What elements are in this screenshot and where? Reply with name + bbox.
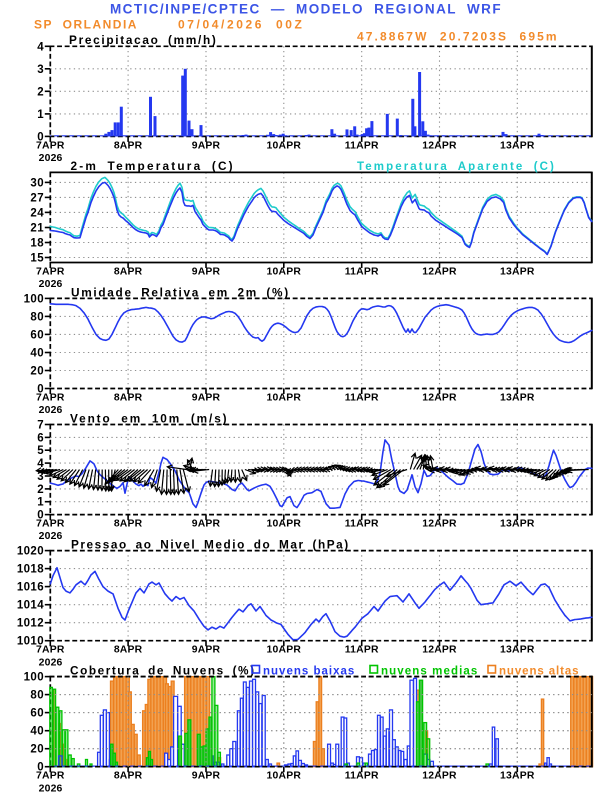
svg-text:9APR: 9APR [192,519,221,530]
svg-text:2-m Temperatura (C): 2-m Temperatura (C) [71,159,235,173]
svg-text:1018: 1018 [17,564,44,576]
svg-text:11APR: 11APR [345,771,379,782]
svg-text:80: 80 [30,690,44,702]
svg-text:12APR: 12APR [422,140,457,151]
svg-text:47.8867W 20.7203S 695m: 47.8867W 20.7203S 695m [357,30,559,44]
svg-text:2026: 2026 [39,657,63,668]
svg-text:13APR: 13APR [500,267,535,278]
svg-text:7APR: 7APR [36,267,65,278]
svg-text:7APR: 7APR [36,645,65,656]
svg-text:20: 20 [30,744,44,756]
svg-text:100: 100 [24,293,44,305]
svg-text:8APR: 8APR [114,519,143,530]
svg-text:12APR: 12APR [422,393,457,404]
svg-text:13APR: 13APR [500,519,535,530]
svg-text:0: 0 [37,762,44,774]
svg-text:Precipitacao (mm/h): Precipitacao (mm/h) [69,33,218,47]
svg-text:9APR: 9APR [192,267,221,278]
svg-text:8APR: 8APR [114,140,143,151]
svg-text:10APR: 10APR [267,771,302,782]
svg-text:9APR: 9APR [192,140,221,151]
svg-text:100: 100 [24,672,44,684]
svg-text:0: 0 [37,131,44,143]
svg-text:8APR: 8APR [114,645,143,656]
svg-text:2: 2 [37,484,44,496]
svg-text:13APR: 13APR [500,140,535,151]
svg-text:12APR: 12APR [422,645,457,656]
svg-text:1016: 1016 [17,582,44,594]
svg-text:0: 0 [37,384,44,396]
svg-text:5: 5 [37,445,44,457]
svg-text:7: 7 [37,420,44,432]
svg-text:07/04/2026 00Z: 07/04/2026 00Z [178,18,304,32]
svg-text:1: 1 [37,109,44,121]
svg-text:4: 4 [37,458,44,470]
svg-text:24: 24 [30,207,44,219]
svg-text:21: 21 [30,223,44,235]
svg-text:27: 27 [30,192,44,204]
svg-text:2026: 2026 [39,279,63,290]
svg-text:6: 6 [37,432,44,444]
svg-text:9APR: 9APR [192,771,221,782]
svg-text:Temperatura Aparente (C): Temperatura Aparente (C) [357,161,556,173]
svg-text:7APR: 7APR [36,519,65,530]
svg-text:18: 18 [30,238,44,250]
svg-text:10APR: 10APR [267,519,302,530]
svg-text:1012: 1012 [17,618,44,630]
svg-text:8APR: 8APR [114,771,143,782]
svg-text:12APR: 12APR [422,519,457,530]
svg-text:12APR: 12APR [422,771,457,782]
svg-text:15: 15 [30,253,44,265]
svg-text:11APR: 11APR [345,645,379,656]
svg-text:10APR: 10APR [267,645,302,656]
svg-text:3: 3 [37,64,44,76]
svg-text:11APR: 11APR [345,267,379,278]
svg-text:MCTIC/INPE/CPTEC — MODELO REGI: MCTIC/INPE/CPTEC — MODELO REGIONAL WRF [110,2,502,17]
svg-text:nuvens medias: nuvens medias [381,665,478,677]
svg-text:10APR: 10APR [267,393,302,404]
svg-text:nuvens altas: nuvens altas [499,665,579,677]
svg-text:7APR: 7APR [36,140,65,151]
svg-text:1: 1 [37,497,44,509]
svg-text:10APR: 10APR [267,267,302,278]
svg-text:13APR: 13APR [500,645,535,656]
svg-text:1020: 1020 [17,546,44,558]
svg-text:20: 20 [30,366,44,378]
svg-text:11APR: 11APR [345,140,379,151]
svg-text:60: 60 [30,708,44,720]
svg-text:1014: 1014 [17,600,44,612]
svg-text:2026: 2026 [39,153,63,164]
svg-text:30: 30 [30,177,44,189]
svg-text:2026: 2026 [39,531,63,542]
svg-text:13APR: 13APR [500,393,535,404]
svg-text:8APR: 8APR [114,267,143,278]
svg-text:11APR: 11APR [345,519,379,530]
svg-text:11APR: 11APR [345,393,379,404]
svg-text:9APR: 9APR [192,393,221,404]
svg-text:80: 80 [30,311,44,323]
svg-text:nuvens baixas: nuvens baixas [263,665,355,677]
svg-text:40: 40 [30,348,44,360]
svg-text:60: 60 [30,329,44,341]
svg-text:Vento em 10m (m/s): Vento em 10m (m/s) [70,412,229,426]
svg-text:Pressao ao Nivel Medio do Mar: Pressao ao Nivel Medio do Mar (hPa) [71,538,350,552]
svg-text:Umidade Relativa em 2m (%): Umidade Relativa em 2m (%) [71,285,290,299]
svg-text:1010: 1010 [17,636,44,648]
svg-text:2: 2 [37,86,44,98]
svg-text:0: 0 [37,510,44,522]
svg-text:40: 40 [30,726,44,738]
svg-text:10APR: 10APR [267,140,302,151]
svg-text:7APR: 7APR [36,393,65,404]
svg-text:Cobertura de Nuvens (%): Cobertura de Nuvens (%) [70,663,256,677]
svg-text:8APR: 8APR [114,393,143,404]
svg-text:7APR: 7APR [36,771,65,782]
svg-text:2026: 2026 [39,783,63,792]
svg-text:12APR: 12APR [422,267,457,278]
svg-text:2026: 2026 [39,405,63,416]
svg-text:SP ORLANDIA: SP ORLANDIA [34,18,138,32]
svg-text:9APR: 9APR [192,645,221,656]
svg-text:13APR: 13APR [500,771,535,782]
svg-text:3: 3 [37,471,44,483]
svg-text:4: 4 [37,41,44,53]
